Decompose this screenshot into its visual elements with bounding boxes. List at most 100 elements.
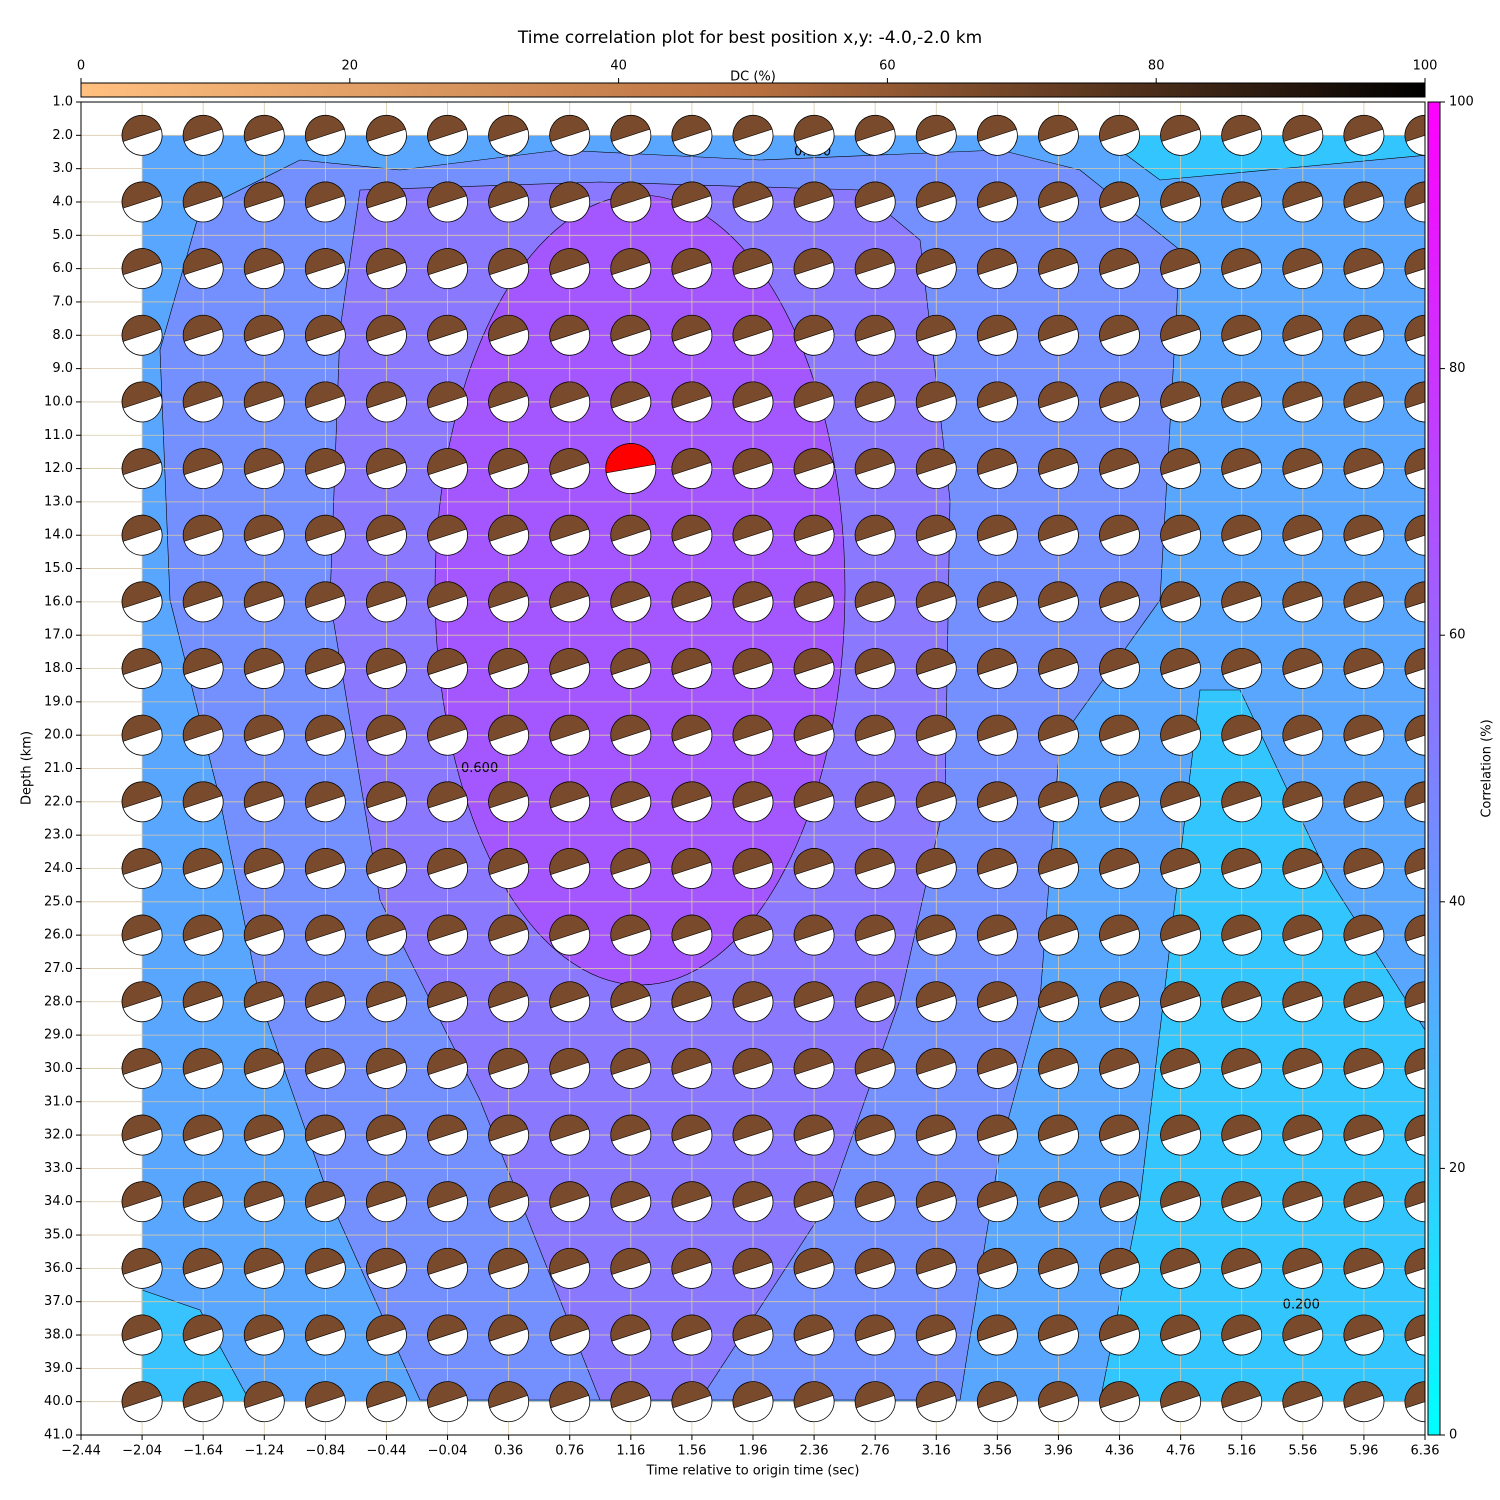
beachball [793,248,835,290]
beachball [793,714,835,756]
beachball [1038,1181,1079,1223]
beachball [243,114,285,156]
y-tick-label: 8.0 [52,328,73,343]
beachball [304,581,346,623]
x-tick-label: −0.04 [428,1444,468,1459]
beachball [1099,848,1140,889]
beachball [243,581,285,623]
beachball [427,1314,468,1356]
beachball [976,314,1018,356]
beachball [915,1048,957,1089]
beachball [671,248,713,290]
beachball [488,1114,530,1156]
beachball [549,381,591,423]
beachball [243,981,285,1023]
beachball [1221,1314,1263,1356]
x-tick-label: 3.56 [983,1444,1012,1459]
beachball [976,1114,1018,1156]
beachball [1160,381,1202,423]
beachball [1099,1114,1140,1156]
beachball [1038,581,1079,623]
beachball [366,914,407,956]
beachball [1099,314,1140,356]
x-tick-label: 1.96 [739,1444,768,1459]
beachball [121,714,163,756]
beachball [915,514,957,556]
beachball [793,1114,835,1156]
x-tick-label: −2.04 [122,1444,162,1459]
beachball [1160,914,1202,956]
beachball [1038,914,1079,956]
beachball [488,314,530,356]
beachball [182,1114,224,1156]
beachball [549,514,591,556]
beachball [488,381,530,423]
beachball [1038,714,1079,756]
beachball [1099,514,1140,556]
x-tick-label: 3.96 [1044,1444,1073,1459]
beachball [549,781,591,823]
x-tick-label: 5.16 [1227,1444,1256,1459]
beachball [427,1181,468,1223]
beachball [549,981,591,1023]
beachball [976,1181,1018,1223]
beachball [1282,1114,1324,1156]
beachball [610,714,652,756]
dc-colorbar [80,82,1426,98]
beachball [1221,1381,1263,1423]
beachball [488,848,530,889]
beachball [488,648,530,689]
beachball [182,448,224,489]
beachball [671,581,713,623]
beachball [1282,1381,1324,1423]
beachball [1221,448,1263,489]
beachball [488,114,530,156]
beachball [1282,648,1324,689]
beachball [304,314,346,356]
beachball [1282,781,1324,823]
beachball [854,448,896,489]
beachball [671,914,713,956]
beachball [243,381,285,423]
beachball [1038,181,1079,223]
beachball [1160,1314,1202,1356]
beachball [671,1381,713,1423]
beachball [915,381,957,423]
beachball [1343,1247,1385,1289]
beachball [610,914,652,956]
beachball [549,648,591,689]
beachball [121,514,163,556]
beachball [427,981,468,1023]
y-tick-label: 27.0 [44,961,73,976]
beachball [243,1381,285,1423]
beachball [1160,448,1202,489]
y-tick-label: 14.0 [44,528,73,543]
y-tick-label: 19.0 [44,694,73,709]
beachball [854,848,896,889]
beachball [243,1114,285,1156]
corr-colorbar [1427,101,1441,1436]
beachball [243,714,285,756]
beachball [1282,581,1324,623]
beachball [488,181,530,223]
beachball [366,848,407,889]
beachball [427,781,468,823]
beachball [121,781,163,823]
beachball [182,1048,224,1089]
beachball [732,181,774,223]
beachball [1099,1381,1140,1423]
y-tick-label: 36.0 [44,1261,73,1276]
beachball [366,781,407,823]
beachball [610,381,652,423]
beachball [1343,848,1385,889]
y-tick-label: 25.0 [44,894,73,909]
beachball [793,1048,835,1089]
beachball [121,1381,163,1423]
corr-tick-label: 80 [1449,361,1466,376]
beachball [732,714,774,756]
beachball [732,1048,774,1089]
beachball [1282,514,1324,556]
beachball [549,1114,591,1156]
beachball [1282,381,1324,423]
beachball [1221,914,1263,956]
